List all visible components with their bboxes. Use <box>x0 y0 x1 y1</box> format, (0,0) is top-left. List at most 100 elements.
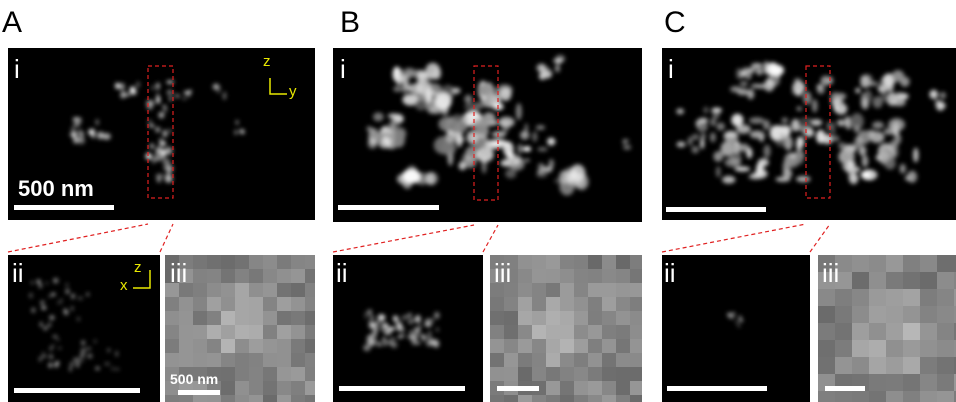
texture <box>382 337 386 341</box>
texture <box>263 325 277 339</box>
texture <box>818 391 835 402</box>
texture <box>796 176 810 182</box>
texture <box>399 328 405 333</box>
texture <box>490 367 504 381</box>
texture <box>920 374 937 391</box>
texture <box>869 131 884 143</box>
texture <box>850 113 864 130</box>
texture <box>831 136 840 142</box>
texture <box>305 255 315 269</box>
texture <box>835 357 852 374</box>
texture <box>305 297 315 311</box>
texture <box>277 311 291 325</box>
texture <box>51 293 56 296</box>
texture <box>156 82 160 89</box>
texture <box>855 88 860 93</box>
texture <box>120 92 126 99</box>
texture <box>42 352 44 354</box>
texture <box>103 133 111 140</box>
texture <box>574 353 588 367</box>
texture <box>249 283 263 297</box>
texture <box>427 318 435 323</box>
texture <box>188 91 191 95</box>
texture <box>249 367 263 381</box>
texture <box>504 367 518 381</box>
texture <box>900 164 906 174</box>
texture <box>546 339 560 353</box>
texture <box>156 96 160 104</box>
texture <box>827 121 832 131</box>
texture <box>407 335 413 338</box>
texture <box>847 122 852 130</box>
texture <box>414 327 421 334</box>
texture <box>263 395 277 402</box>
texture <box>136 81 140 88</box>
texture <box>193 325 207 339</box>
texture <box>291 283 305 297</box>
texture <box>795 149 804 164</box>
texture <box>852 272 869 289</box>
sub-label: iii <box>494 258 511 288</box>
texture <box>781 118 788 124</box>
texture <box>235 367 249 381</box>
texture <box>886 255 903 272</box>
texture <box>560 297 574 311</box>
texture <box>193 339 207 353</box>
texture <box>903 340 920 357</box>
texture <box>235 283 249 297</box>
texture <box>112 366 114 370</box>
texture <box>221 325 235 339</box>
texture <box>588 353 602 367</box>
texture <box>869 357 886 374</box>
texture <box>60 299 63 301</box>
texture <box>803 91 812 104</box>
texture <box>940 92 946 99</box>
texture <box>747 89 754 99</box>
texture <box>937 323 954 340</box>
texture <box>165 339 179 353</box>
texture <box>532 269 546 283</box>
texture <box>80 353 85 357</box>
texture <box>249 325 263 339</box>
texture <box>249 255 263 269</box>
texture <box>383 341 388 346</box>
texture <box>588 395 602 402</box>
texture <box>602 283 616 297</box>
texture <box>731 114 743 127</box>
texture <box>616 353 630 367</box>
texture <box>546 325 560 339</box>
texture <box>165 297 179 311</box>
texture <box>40 300 44 305</box>
texture <box>48 363 52 368</box>
texture <box>862 155 869 167</box>
texture <box>616 297 630 311</box>
texture <box>532 367 546 381</box>
texture <box>490 311 504 325</box>
texture <box>425 87 432 103</box>
texture <box>305 325 315 339</box>
texture <box>95 367 99 370</box>
texture <box>574 269 588 283</box>
texture <box>937 357 954 374</box>
texture <box>560 311 574 325</box>
texture <box>175 94 180 98</box>
texture <box>525 123 528 134</box>
image-iii <box>490 255 642 402</box>
texture <box>291 311 305 325</box>
texture <box>886 391 903 402</box>
texture <box>559 170 570 184</box>
texture <box>852 323 869 340</box>
texture <box>886 272 903 289</box>
texture <box>724 132 737 139</box>
texture <box>676 108 684 114</box>
texture <box>602 395 616 402</box>
texture <box>165 353 179 367</box>
texture <box>537 147 547 151</box>
texture <box>235 269 249 283</box>
texture <box>518 325 532 339</box>
texture <box>193 353 207 367</box>
texture <box>179 311 193 325</box>
texture <box>929 90 938 99</box>
texture <box>165 311 179 325</box>
texture <box>149 143 155 149</box>
